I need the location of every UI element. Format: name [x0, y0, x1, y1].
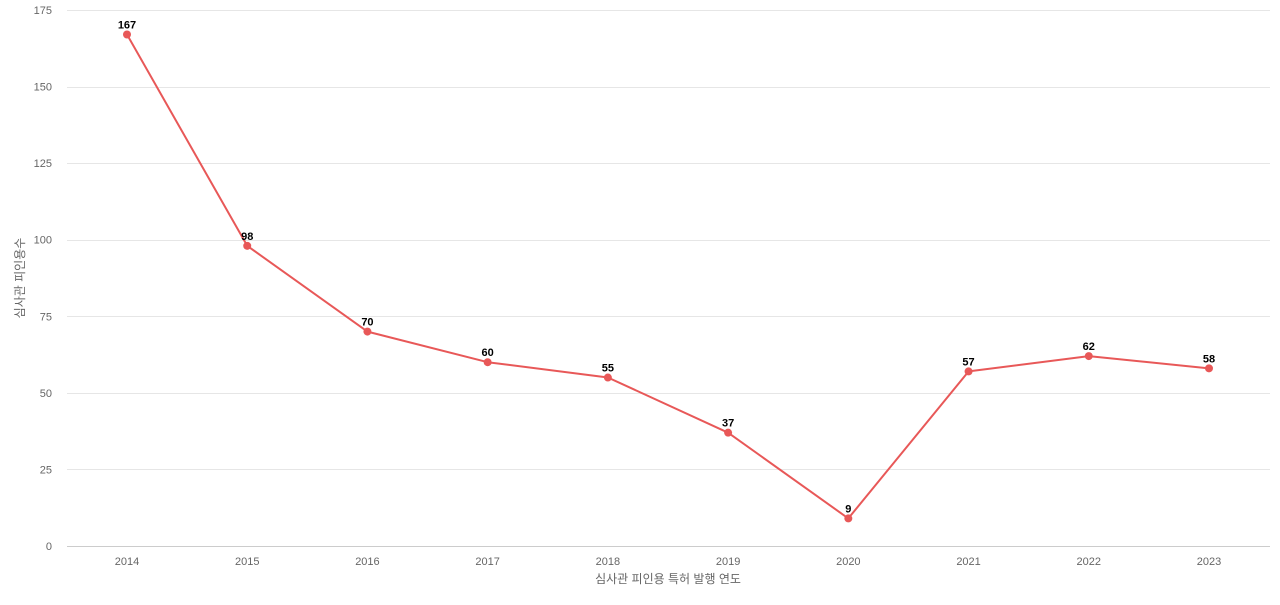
data-label-2017: 60 — [482, 347, 494, 359]
data-label-2021: 57 — [962, 356, 974, 368]
data-label-2022: 62 — [1083, 341, 1095, 353]
data-label-2014: 167 — [118, 20, 136, 32]
data-point-2021[interactable] — [964, 367, 973, 376]
data-labels: 167 98 70 60 55 37 9 57 62 58 — [118, 20, 1215, 516]
data-point-2022[interactable] — [1084, 352, 1093, 361]
y-tick-label: 0 — [46, 541, 52, 553]
x-tick-label: 2023 — [1197, 556, 1221, 568]
y-axis-ticks: 0 25 50 75 100 125 150 175 — [34, 5, 52, 553]
data-label-2019: 37 — [722, 418, 734, 430]
data-point-2018[interactable] — [603, 373, 612, 382]
data-point-2017[interactable] — [483, 358, 492, 367]
x-tick-label: 2014 — [115, 556, 139, 568]
series-line — [126, 34, 1210, 520]
data-label-2020: 9 — [845, 503, 851, 515]
data-label-2016: 70 — [361, 317, 373, 329]
x-tick-label: 2017 — [475, 556, 499, 568]
y-tick-label: 50 — [40, 388, 52, 400]
y-tick-label: 150 — [34, 82, 52, 94]
x-tick-label: 2022 — [1077, 556, 1101, 568]
y-tick-label: 75 — [40, 311, 52, 323]
x-tick-label: 2021 — [956, 556, 980, 568]
data-point-2020[interactable] — [844, 514, 853, 523]
series-layer — [123, 30, 1213, 523]
y-tick-label: 175 — [34, 5, 52, 17]
data-point-2014[interactable] — [123, 30, 131, 39]
data-point-2019[interactable] — [724, 428, 733, 437]
x-tick-label: 2018 — [596, 556, 620, 568]
data-label-2015: 98 — [241, 231, 253, 243]
data-label-2018: 55 — [602, 363, 614, 375]
y-tick-label: 100 — [34, 235, 52, 247]
x-tick-label: 2016 — [355, 556, 379, 568]
data-label-2023: 58 — [1203, 353, 1215, 365]
grid-layer — [67, 10, 1270, 547]
data-point-2023[interactable] — [1205, 364, 1213, 373]
y-axis-title: 심사관 피인용수 — [13, 238, 27, 319]
x-axis-ticks: 2014 2015 2016 2017 2018 2019 2020 2021 2022 2023 — [115, 556, 1221, 568]
y-tick-label: 25 — [40, 464, 52, 476]
data-point-2016[interactable] — [363, 327, 372, 336]
x-axis-title: 심사관 피인용 특허 발행 연도 — [595, 571, 741, 586]
x-tick-label: 2015 — [235, 556, 259, 568]
x-tick-label: 2019 — [716, 556, 740, 568]
y-tick-label: 125 — [34, 158, 52, 170]
x-tick-label: 2020 — [836, 556, 860, 568]
data-point-2015[interactable] — [243, 241, 252, 250]
